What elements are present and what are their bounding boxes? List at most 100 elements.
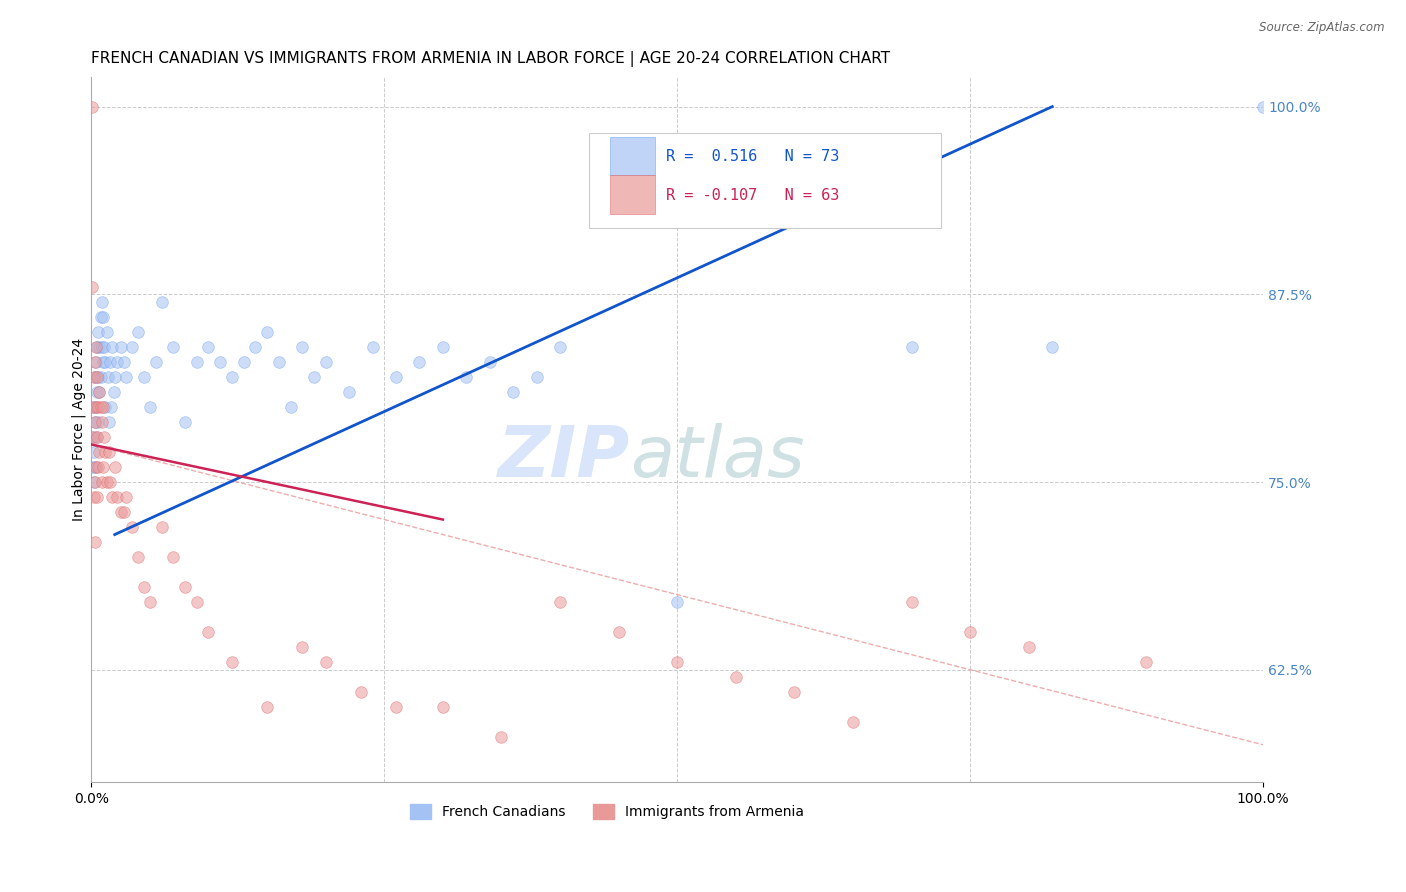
Point (97, 415, 120, 429)
Point (93, 340, 115, 354)
Point (607, 625, 630, 640)
Point (112, 355, 135, 369)
Text: ZIP: ZIP (498, 423, 630, 492)
Text: R = -0.107   N = 63: R = -0.107 N = 63 (665, 187, 839, 202)
Point (432, 340, 454, 354)
Point (84, 340, 107, 354)
Point (132, 370, 155, 384)
Point (82, 460, 104, 475)
Point (105, 490, 128, 504)
Point (90, 294, 112, 309)
Point (83, 460, 105, 475)
Point (1040, 340, 1063, 354)
Text: FRENCH CANADIAN VS IMMIGRANTS FROM ARMENIA IN LABOR FORCE | AGE 20-24 CORRELATIO: FRENCH CANADIAN VS IMMIGRANTS FROM ARMEN… (91, 51, 890, 67)
Point (1251, 100, 1274, 114)
Text: Source: ZipAtlas.com: Source: ZipAtlas.com (1260, 21, 1385, 34)
Point (221, 370, 243, 384)
Point (87, 415, 110, 429)
Point (127, 325, 149, 339)
Point (139, 595, 162, 609)
Point (83, 475, 105, 489)
Point (84, 355, 107, 369)
Point (197, 340, 219, 354)
Point (84, 400, 107, 414)
Point (162, 550, 184, 565)
Y-axis label: In Labor Force | Age 20-24: In Labor Force | Age 20-24 (72, 338, 86, 521)
Point (724, 670, 747, 684)
Point (90, 475, 112, 489)
Point (110, 505, 132, 519)
Point (103, 384, 125, 399)
Point (86, 384, 108, 399)
Point (97, 370, 120, 384)
Point (87, 400, 110, 414)
Point (959, 625, 981, 640)
Text: atlas: atlas (630, 423, 806, 492)
Point (86, 490, 108, 504)
Point (783, 685, 806, 699)
Point (666, 655, 689, 669)
Point (87, 370, 110, 384)
FancyBboxPatch shape (610, 136, 655, 176)
Point (83, 355, 105, 369)
Point (121, 520, 143, 534)
Point (83, 430, 105, 444)
Point (89, 384, 111, 399)
Point (94, 400, 117, 414)
Point (1135, 655, 1157, 669)
Point (245, 340, 267, 354)
Point (83, 400, 105, 414)
Point (91, 460, 114, 475)
Point (86, 430, 108, 444)
Point (89, 445, 111, 459)
Point (90, 370, 112, 384)
Point (90, 340, 112, 354)
Point (267, 355, 290, 369)
Point (256, 325, 278, 339)
Point (110, 340, 132, 354)
Point (83, 535, 105, 549)
Point (548, 595, 571, 609)
Point (132, 580, 155, 594)
Point (90, 400, 112, 414)
Point (90, 310, 112, 324)
Point (548, 340, 571, 354)
Point (98, 475, 121, 489)
Point (302, 370, 325, 384)
Point (104, 370, 127, 384)
Point (315, 355, 337, 369)
Point (84, 460, 107, 475)
Point (361, 340, 384, 354)
Point (337, 384, 360, 399)
Point (96, 475, 118, 489)
Point (91, 400, 114, 414)
Point (432, 700, 454, 714)
Point (83, 370, 105, 384)
Point (84, 400, 107, 414)
Legend: French Canadians, Immigrants from Armenia: French Canadians, Immigrants from Armeni… (405, 799, 810, 825)
Point (256, 700, 278, 714)
Point (385, 700, 408, 714)
Point (90, 415, 112, 429)
Point (115, 370, 138, 384)
Point (350, 685, 373, 699)
Point (94, 355, 117, 369)
Point (98, 355, 121, 369)
Point (82, 100, 104, 114)
Point (121, 340, 143, 354)
Point (197, 625, 219, 640)
Point (89, 384, 111, 399)
Point (315, 655, 337, 669)
Point (385, 370, 408, 384)
Point (91, 310, 114, 324)
Point (97, 445, 120, 459)
Point (101, 490, 124, 504)
Point (83, 415, 105, 429)
Point (89, 340, 111, 354)
Point (900, 340, 922, 354)
Point (139, 400, 162, 414)
Point (87, 325, 110, 339)
Point (115, 490, 138, 504)
Point (100, 400, 122, 414)
Point (209, 355, 232, 369)
